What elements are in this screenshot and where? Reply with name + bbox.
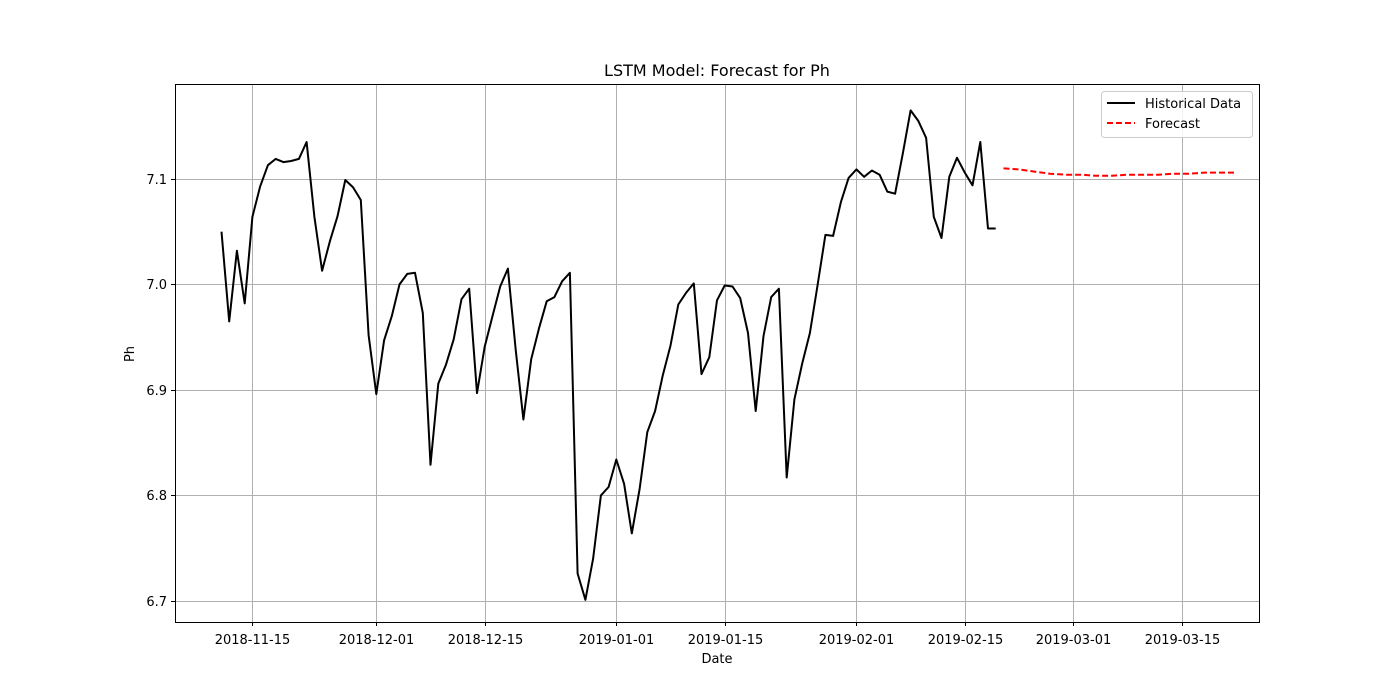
- legend-label-historical: Historical Data: [1145, 97, 1241, 112]
- x-tick-label: 2018-12-15: [448, 633, 524, 648]
- historical-data-line: [220, 109, 996, 601]
- x-tick-label: 2018-11-15: [215, 633, 291, 648]
- plot-frame: [175, 84, 1260, 623]
- y-tick-label: 7.1: [146, 173, 167, 188]
- y-tick-label: 6.7: [146, 595, 167, 610]
- ticks: 2018-11-15 2018-12-01 2018-12-15 2019-01-01…: [146, 173, 1220, 648]
- x-axis-label: Date: [701, 652, 732, 667]
- x-tick-label: 2019-01-15: [688, 633, 764, 648]
- legend-box: [1101, 91, 1253, 138]
- x-tick-label: 2019-02-15: [928, 633, 1004, 648]
- y-tick-label: 6.9: [146, 384, 167, 399]
- legend-label-forecast: Forecast: [1145, 117, 1200, 132]
- legend: Historical Data Forecast: [1101, 91, 1253, 138]
- x-tick-label: 2018-12-01: [339, 633, 415, 648]
- x-tick-label: 2019-02-01: [819, 633, 895, 648]
- x-tick-label: 2019-03-15: [1145, 633, 1221, 648]
- y-tick-label: 6.8: [146, 489, 167, 504]
- y-axis-label: Ph: [123, 346, 138, 362]
- forecast-line: [1003, 167, 1236, 177]
- x-tick-label: 2019-03-01: [1036, 633, 1112, 648]
- series-layer: [220, 109, 1236, 601]
- chart-title: LSTM Model: Forecast for Ph: [604, 61, 830, 80]
- grid: [175, 84, 1259, 622]
- x-tick-label: 2019-01-01: [579, 633, 655, 648]
- y-tick-label: 7.0: [146, 278, 167, 293]
